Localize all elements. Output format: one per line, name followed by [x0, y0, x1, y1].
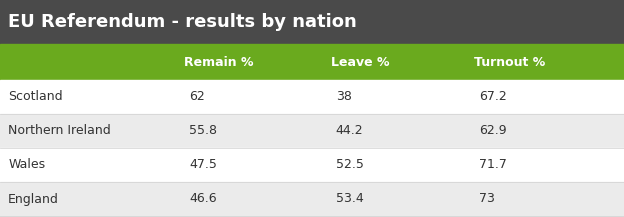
Text: 53.4: 53.4 [336, 192, 363, 205]
Text: Turnout %: Turnout % [474, 56, 545, 69]
Text: 52.5: 52.5 [336, 158, 364, 171]
Text: 71.7: 71.7 [479, 158, 507, 171]
Text: EU Referendum - results by nation: EU Referendum - results by nation [8, 13, 357, 31]
Text: 62.9: 62.9 [479, 125, 507, 138]
Text: 46.6: 46.6 [189, 192, 217, 205]
Bar [0, 182, 624, 216]
Text: Leave %: Leave % [331, 56, 389, 69]
Text: 67.2: 67.2 [479, 90, 507, 104]
Text: 47.5: 47.5 [189, 158, 217, 171]
Text: Wales: Wales [8, 158, 46, 171]
Bar [0, 80, 624, 114]
Text: Remain %: Remain % [184, 56, 253, 69]
Text: 38: 38 [336, 90, 351, 104]
Bar [0, 114, 624, 148]
Text: 44.2: 44.2 [336, 125, 363, 138]
Text: 62: 62 [189, 90, 205, 104]
Text: England: England [8, 192, 59, 205]
Bar [0, 44, 624, 80]
Bar [0, 0, 624, 44]
Text: Northern Ireland: Northern Ireland [8, 125, 111, 138]
Text: 73: 73 [479, 192, 495, 205]
Bar [0, 148, 624, 182]
Text: 55.8: 55.8 [189, 125, 217, 138]
Text: Scotland: Scotland [8, 90, 63, 104]
